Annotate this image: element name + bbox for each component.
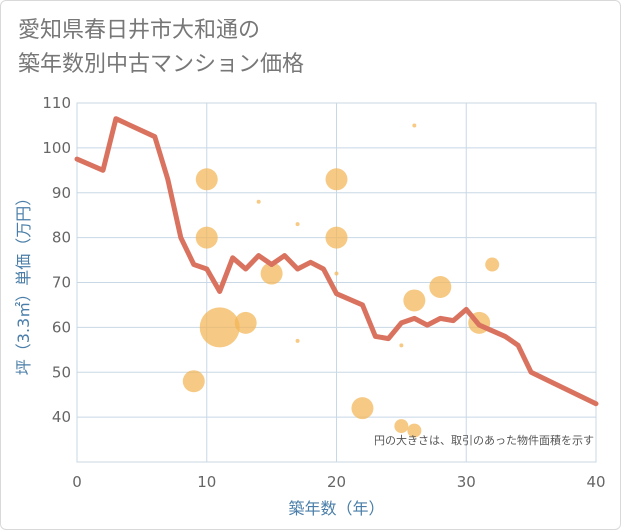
bubble — [295, 222, 300, 227]
bubbles — [182, 123, 500, 438]
chart-title: 愛知県春日井市大和通の 築年数別中古マンション価格 — [18, 14, 304, 82]
bubble — [195, 226, 218, 249]
chart-title-line-1: 愛知県春日井市大和通の — [18, 18, 261, 43]
y-tick-label: 80 — [52, 229, 71, 247]
y-axis-label: 坪（3.3㎡）単価（万円） — [14, 190, 33, 375]
x-tick-label: 10 — [197, 473, 216, 491]
bubble — [195, 168, 218, 191]
bubble — [325, 168, 348, 191]
chart-title-line-2: 築年数別中古マンション価格 — [18, 52, 305, 77]
bubble — [334, 271, 339, 276]
x-tick-label: 20 — [327, 473, 346, 491]
x-axis-label: 築年数（年） — [288, 499, 384, 518]
x-tick-label: 30 — [457, 473, 476, 491]
bubble — [256, 199, 261, 204]
y-tick-label: 50 — [52, 363, 71, 381]
x-tick-label: 0 — [72, 473, 82, 491]
bubble — [182, 370, 205, 393]
bubble — [351, 397, 374, 420]
y-tick-label: 90 — [52, 184, 71, 202]
bubble — [199, 307, 240, 348]
grid-lines — [76, 102, 597, 463]
bubble — [412, 123, 417, 128]
bubble — [295, 338, 300, 343]
y-tick-label: 40 — [52, 408, 71, 426]
tick-labels: 0 10 20 30 40 40 50 60 70 80 90 100 110 — [42, 94, 605, 491]
price-line — [74, 116, 599, 407]
x-tick-label: 40 — [586, 473, 605, 491]
y-tick-label: 100 — [42, 139, 71, 157]
bubble — [429, 275, 452, 298]
bubble — [399, 343, 404, 348]
bubble — [325, 226, 348, 249]
y-tick-label: 70 — [52, 274, 71, 292]
y-tick-label: 110 — [42, 94, 71, 112]
bubble — [407, 423, 422, 438]
bubble — [234, 311, 257, 334]
bubble — [485, 257, 500, 272]
bubble — [260, 262, 283, 285]
bubble — [403, 289, 426, 312]
bubble — [394, 419, 409, 434]
y-tick-label: 60 — [52, 318, 71, 336]
bubble-size-note: 円の大きさは、取引のあった物件面積を示す — [374, 433, 594, 447]
price-trend-line — [74, 116, 599, 407]
